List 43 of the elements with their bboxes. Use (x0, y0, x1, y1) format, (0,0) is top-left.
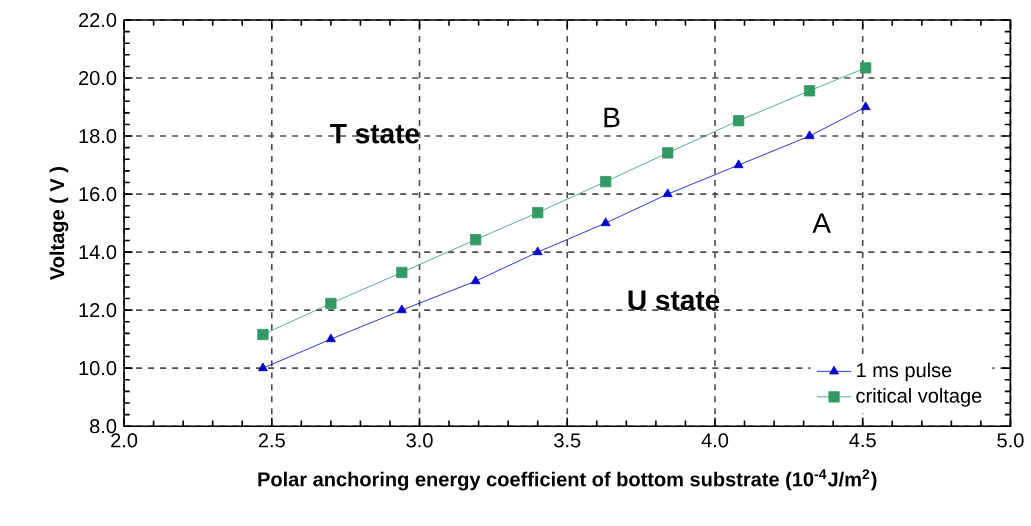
point (600, 175, 612, 188)
point (396, 266, 408, 278)
point (396, 304, 407, 314)
y-tick-label: 22.0 (79, 12, 117, 27)
y-tick-label: 16.0 (79, 186, 117, 202)
point (325, 297, 337, 309)
annotation: T state (330, 123, 420, 144)
y-tick-label: 20.0 (79, 70, 117, 85)
point (860, 101, 871, 110)
legend-label: critical voltage (856, 387, 982, 407)
point (532, 206, 544, 219)
point (470, 275, 481, 285)
x-tick-label: 2.0 (111, 433, 138, 448)
x-tick-label: 3.0 (406, 433, 433, 448)
x-tick-label: 4.0 (701, 433, 729, 448)
y-tick-label: 18.0 (79, 128, 117, 144)
annotation: B (604, 107, 620, 128)
y-tick-label: 10.0 (79, 360, 117, 376)
point (257, 328, 269, 340)
point (804, 130, 815, 139)
y-tick-label: 14.0 (79, 244, 117, 260)
annotation: U state (628, 290, 720, 310)
annotation: A (812, 213, 831, 233)
x-tick-label: 4.5 (849, 433, 876, 448)
point (600, 217, 611, 226)
y-axis-title: Voltage ( V ) (49, 166, 69, 280)
point (733, 114, 745, 127)
point (803, 85, 816, 97)
point (662, 147, 674, 159)
x-tick-label: 5.0 (997, 433, 1024, 448)
y-tick-label: 12.0 (79, 302, 117, 318)
point (470, 233, 482, 246)
point (860, 62, 872, 74)
x-tick-label: 3.5 (554, 433, 581, 448)
point (532, 246, 543, 256)
x-tick-label: 2.5 (258, 433, 285, 448)
point (733, 159, 744, 168)
x-axis-title: Polar anchoring energy coefficient of bottom substrate (10$^{-4}$J/m$^{2}$) (258, 469, 877, 491)
point (325, 333, 336, 343)
y-tick-label: 8.0 (90, 419, 117, 434)
point (662, 188, 673, 197)
legend-label: 1 ms pulse (857, 362, 952, 382)
point (258, 362, 268, 372)
